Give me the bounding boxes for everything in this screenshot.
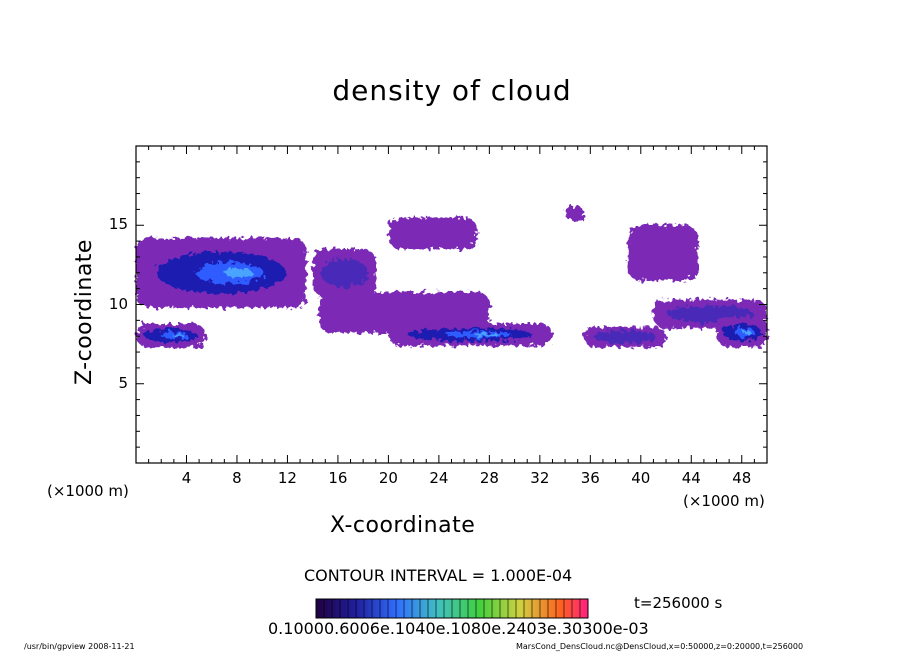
- cloud-field: [136, 206, 767, 348]
- cloud-core: [593, 330, 657, 344]
- x-axis-label: X-coordinate: [330, 513, 476, 538]
- x-tick-label: 40: [631, 469, 651, 487]
- cloud-peak-max: [742, 330, 751, 335]
- cloud-peak-max: [172, 333, 184, 338]
- x-tick-label: 48: [732, 469, 752, 487]
- x-tick-label: 28: [479, 469, 499, 487]
- cloud-region: [628, 225, 698, 281]
- x-tick-label: 44: [681, 469, 701, 487]
- chart-title: density of cloud: [332, 74, 572, 107]
- x-tick-label: 24: [429, 469, 449, 487]
- axis-ticks: [136, 146, 767, 463]
- x-unit-left: (×1000 m): [47, 482, 129, 500]
- y-tick-label: 5: [118, 373, 128, 392]
- x-tick-label: 36: [580, 469, 600, 487]
- y-tick-label: 15: [108, 215, 128, 234]
- colorbar-ticks: [315, 599, 589, 618]
- contour-interval: CONTOUR INTERVAL = 1.000E-04: [304, 566, 573, 585]
- x-tick-label: 8: [232, 469, 242, 487]
- cloud-peak-max: [224, 267, 252, 278]
- x-tick-label: 20: [378, 469, 398, 487]
- x-tick-label: 32: [530, 469, 550, 487]
- cloud-region: [318, 291, 490, 334]
- y-axis-label: Z-coordinate: [72, 239, 97, 385]
- y-tick-label: 10: [108, 294, 128, 313]
- time-label: t=256000 s: [634, 594, 723, 612]
- footer-left: /usr/bin/gpview 2008-11-21: [24, 642, 135, 651]
- cloud-region: [565, 206, 585, 221]
- cloud-core: [320, 258, 369, 288]
- x-tick-label: 4: [181, 469, 192, 487]
- x-tick-label: 12: [277, 469, 297, 487]
- cloud-peak-max: [473, 333, 500, 337]
- cloud-region: [388, 217, 477, 250]
- footer-right: MarsCond_DensCloud.nc@DensCloud,x=0:5000…: [516, 642, 804, 651]
- x-tick-label: 16: [328, 469, 348, 487]
- colorbar-labels: 0.10000.6006e.1040e.1080e.2403e.30300e-0…: [268, 619, 649, 638]
- x-unit-right: (×1000 m): [683, 492, 765, 510]
